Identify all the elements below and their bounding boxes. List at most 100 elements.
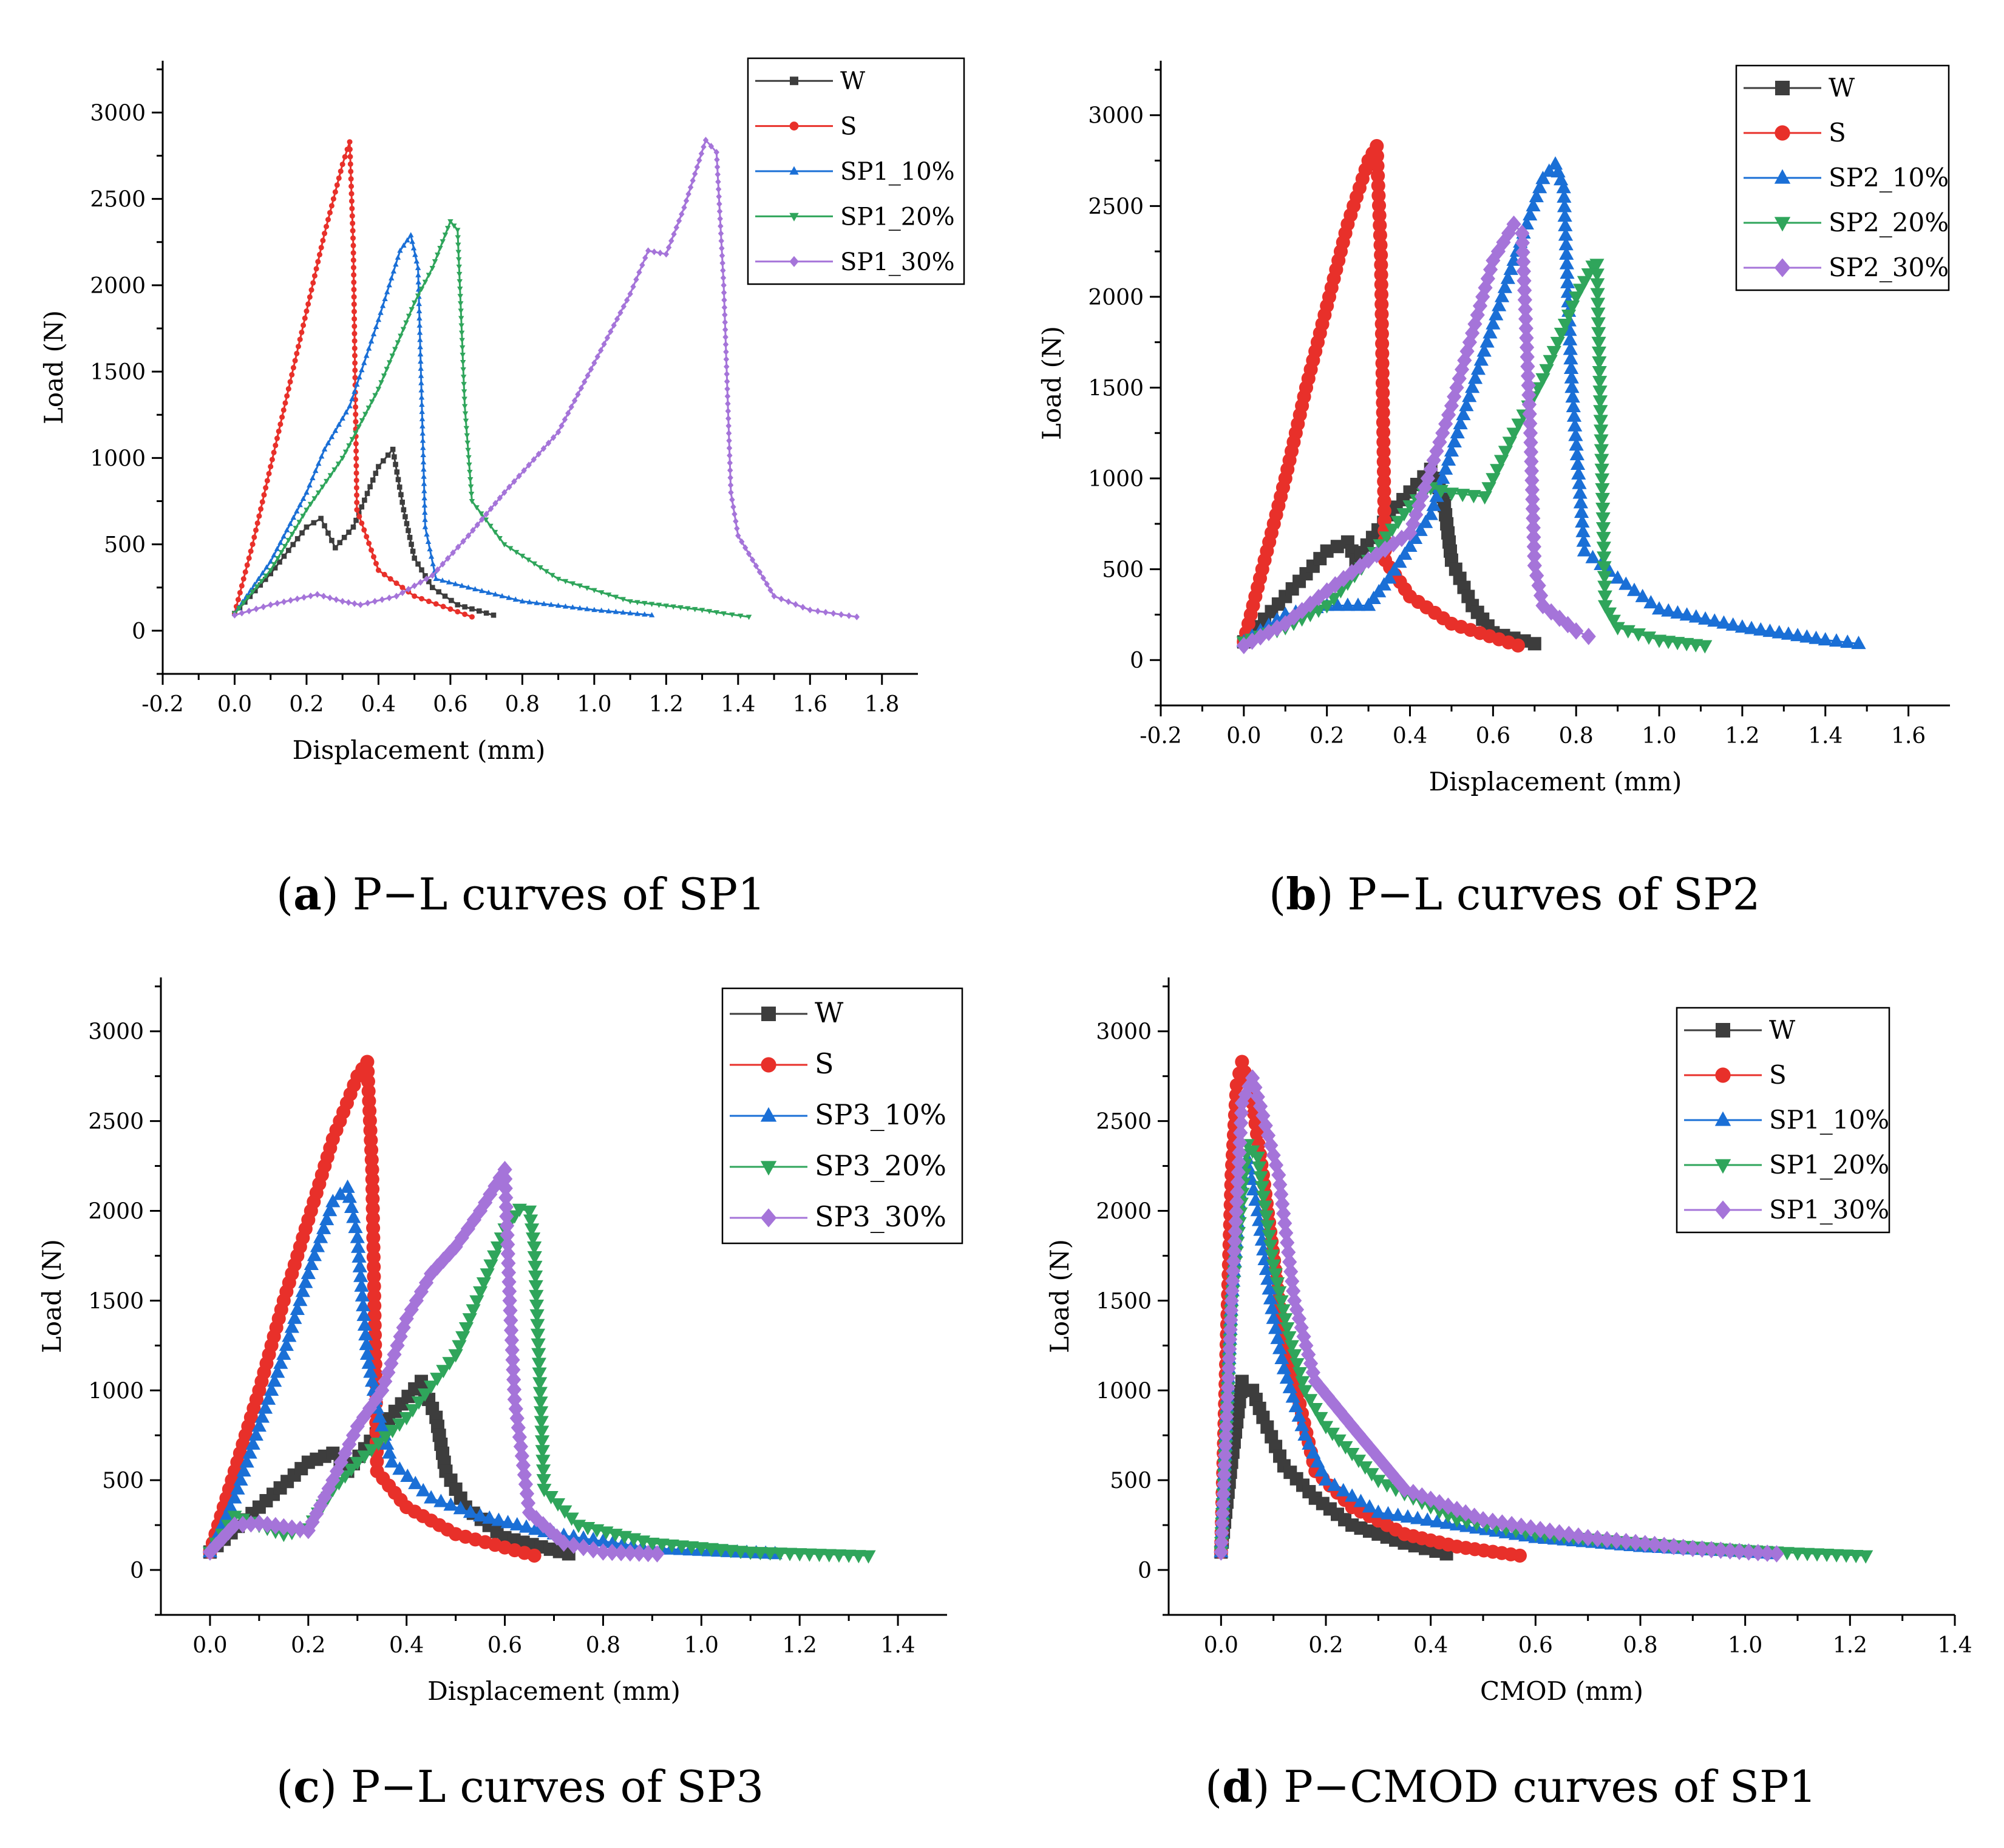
legend-label: SP3_20%	[815, 1149, 946, 1182]
data-point	[1402, 538, 1418, 552]
x-axis-title: Displacement (mm)	[293, 735, 546, 765]
data-point	[351, 301, 357, 307]
data-point	[1371, 178, 1385, 193]
data-point	[663, 251, 670, 258]
data-point	[289, 372, 295, 378]
data-point	[771, 593, 777, 600]
data-point	[586, 1532, 601, 1546]
data-point	[657, 250, 664, 257]
data-point	[1444, 487, 1459, 501]
x-tick-label: 1.2	[1833, 1633, 1867, 1658]
data-point	[1390, 1507, 1405, 1521]
data-point	[1521, 376, 1536, 395]
data-point	[460, 375, 467, 380]
data-point	[474, 521, 481, 529]
data-point	[432, 259, 438, 265]
data-point	[378, 1373, 393, 1390]
data-point	[301, 1265, 316, 1279]
data-point	[253, 588, 258, 594]
x-tick-label: 1.8	[864, 692, 899, 717]
data-point	[1571, 1527, 1586, 1545]
data-point	[1494, 288, 1510, 302]
x-tick-label: 0.8	[586, 1633, 620, 1658]
data-point	[304, 1257, 319, 1271]
data-point	[315, 490, 322, 496]
data-point	[1571, 466, 1586, 480]
data-point	[390, 1337, 405, 1354]
data-point	[1447, 434, 1462, 448]
data-point	[292, 358, 298, 364]
data-point	[389, 275, 395, 280]
data-point	[342, 1189, 357, 1203]
data-point	[455, 235, 461, 241]
data-point	[1374, 287, 1389, 302]
data-point	[1265, 1249, 1280, 1263]
data-point	[506, 1361, 521, 1379]
data-point	[419, 423, 426, 429]
data-point	[1439, 1515, 1455, 1529]
data-point	[464, 433, 470, 439]
data-point	[240, 600, 247, 606]
data-point	[1547, 156, 1563, 170]
data-point	[353, 412, 359, 418]
legend-label: SP1_10%	[1769, 1105, 1889, 1135]
data-point	[1492, 297, 1507, 311]
data-point	[418, 287, 425, 292]
data-point	[630, 283, 636, 290]
data-point	[636, 268, 642, 276]
data-point	[463, 426, 470, 432]
y-tick-label: 500	[104, 533, 146, 558]
data-point	[373, 324, 379, 330]
data-point	[1376, 435, 1391, 449]
data-point	[729, 496, 735, 503]
data-point	[566, 1537, 581, 1554]
data-point	[718, 222, 724, 230]
data-point	[327, 209, 333, 216]
data-point	[418, 358, 424, 364]
data-point	[1722, 1542, 1737, 1560]
x-tick-label: 1.0	[684, 1633, 719, 1658]
x-tick-label: 0.2	[1309, 724, 1344, 749]
data-point	[1592, 386, 1608, 399]
data-point	[467, 469, 473, 475]
x-tick-label: 0.0	[192, 1633, 227, 1658]
data-point	[831, 1549, 847, 1563]
data-point	[1731, 1543, 1747, 1560]
data-point	[1224, 1292, 1239, 1310]
data-point	[1311, 604, 1326, 618]
data-point	[1526, 518, 1541, 537]
data-point	[1564, 379, 1580, 393]
data-point	[640, 1544, 656, 1563]
data-point	[517, 1466, 532, 1484]
data-point	[353, 463, 359, 469]
data-point	[505, 1351, 520, 1369]
data-point	[1227, 1232, 1242, 1251]
data-point	[1397, 1480, 1412, 1498]
data-point	[1516, 253, 1531, 271]
data-point	[550, 434, 557, 441]
data-point	[684, 1541, 699, 1555]
x-tick-label: 0.4	[389, 1633, 424, 1658]
data-point	[846, 612, 852, 619]
data-point	[329, 537, 335, 543]
data-point	[1513, 1517, 1529, 1535]
data-point	[1266, 1259, 1281, 1273]
data-point	[634, 610, 640, 616]
data-point	[841, 1549, 857, 1563]
data-point	[1303, 595, 1318, 613]
data-point	[575, 391, 581, 398]
data-point	[409, 307, 415, 313]
data-point	[348, 1220, 363, 1234]
data-point	[562, 579, 569, 585]
data-point	[266, 470, 272, 477]
data-point	[1591, 317, 1606, 331]
data-point	[422, 517, 428, 522]
data-point	[1597, 580, 1612, 594]
data-point	[1376, 415, 1390, 430]
data-point	[290, 1301, 305, 1315]
data-point	[735, 532, 741, 539]
data-point	[239, 1454, 254, 1468]
data-point	[1516, 262, 1531, 280]
data-point	[389, 353, 395, 359]
data-point	[851, 1550, 866, 1564]
